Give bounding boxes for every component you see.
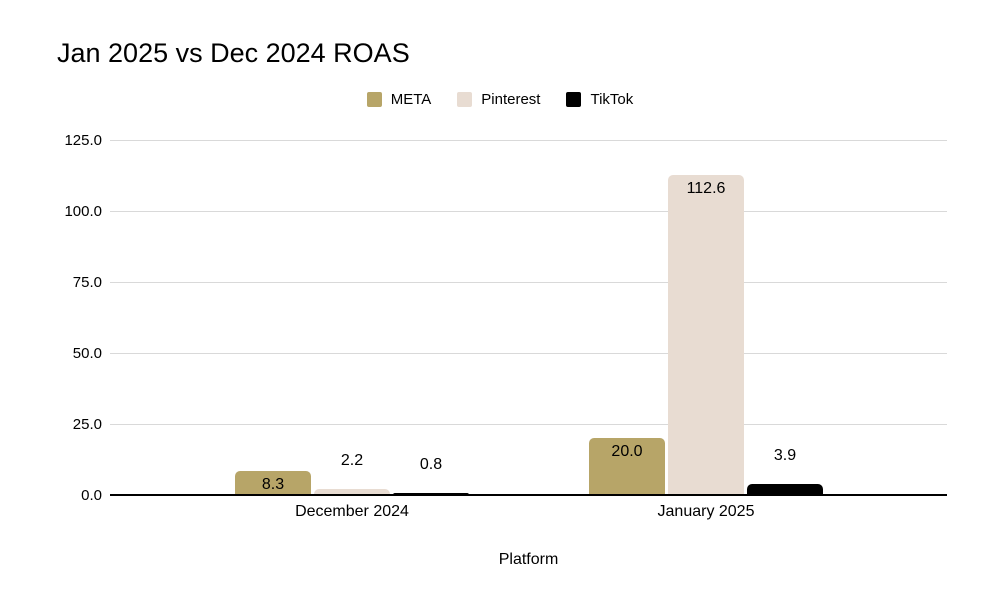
bar-meta-december-2024	[235, 471, 311, 495]
legend-swatch-icon-meta	[366, 92, 382, 107]
y-tick-label-100-0: 100.0	[64, 202, 102, 220]
bar-value-label-tiktok-january-2025: 3.9	[773, 446, 797, 464]
bar-value-label-pinterest-january-2025: 112.6	[686, 180, 726, 198]
gridline-50-0	[110, 352, 947, 354]
bar-value-label-meta-december-2024: 8.3	[261, 476, 285, 494]
legend-label-pinterest: Pinterest	[481, 91, 541, 108]
x-category-label-december-2024: December 2024	[295, 503, 409, 520]
y-tick-label-125-0: 125.0	[64, 131, 102, 149]
chart-title: Jan 2025 vs Dec 2024 ROAS	[57, 38, 410, 68]
gridline-125-0	[110, 139, 947, 141]
bar-value-label-pinterest-december-2024: 2.2	[340, 451, 364, 469]
bar-value-label-meta-january-2025: 20.0	[611, 443, 643, 461]
legend-item-tiktok: TikTok	[566, 91, 633, 108]
legend-label-tiktok: TikTok	[590, 91, 634, 108]
legend-swatch-icon-pinterest	[457, 92, 473, 107]
legend-swatch-icon-tiktok	[566, 92, 582, 107]
bar-tiktok-december-2024	[393, 492, 469, 495]
x-axis-line	[110, 494, 947, 496]
bar-tiktok-january-2025	[747, 483, 823, 495]
gridline-25-0	[110, 423, 947, 425]
legend-label-meta: META	[390, 91, 432, 108]
legend-item-meta: META	[366, 91, 432, 108]
legend: META Pinterest TikTok	[0, 91, 1000, 108]
y-tick-label-25-0: 25.0	[72, 415, 102, 433]
y-tick-label-0-0: 0.0	[81, 486, 102, 504]
bar-value-label-tiktok-december-2024: 0.8	[419, 455, 443, 473]
gridline-100-0	[110, 210, 947, 212]
y-tick-label-50-0: 50.0	[72, 344, 102, 362]
y-tick-label-75-0: 75.0	[72, 273, 102, 291]
legend-item-pinterest: Pinterest	[457, 91, 540, 108]
x-category-label-january-2025: January 2025	[657, 503, 755, 520]
x-axis-title: Platform	[498, 551, 559, 568]
bar-pinterest-december-2024	[314, 488, 390, 495]
gridline-75-0	[110, 281, 947, 283]
bar-pinterest-january-2025	[668, 175, 744, 495]
bar-meta-january-2025	[589, 438, 665, 495]
